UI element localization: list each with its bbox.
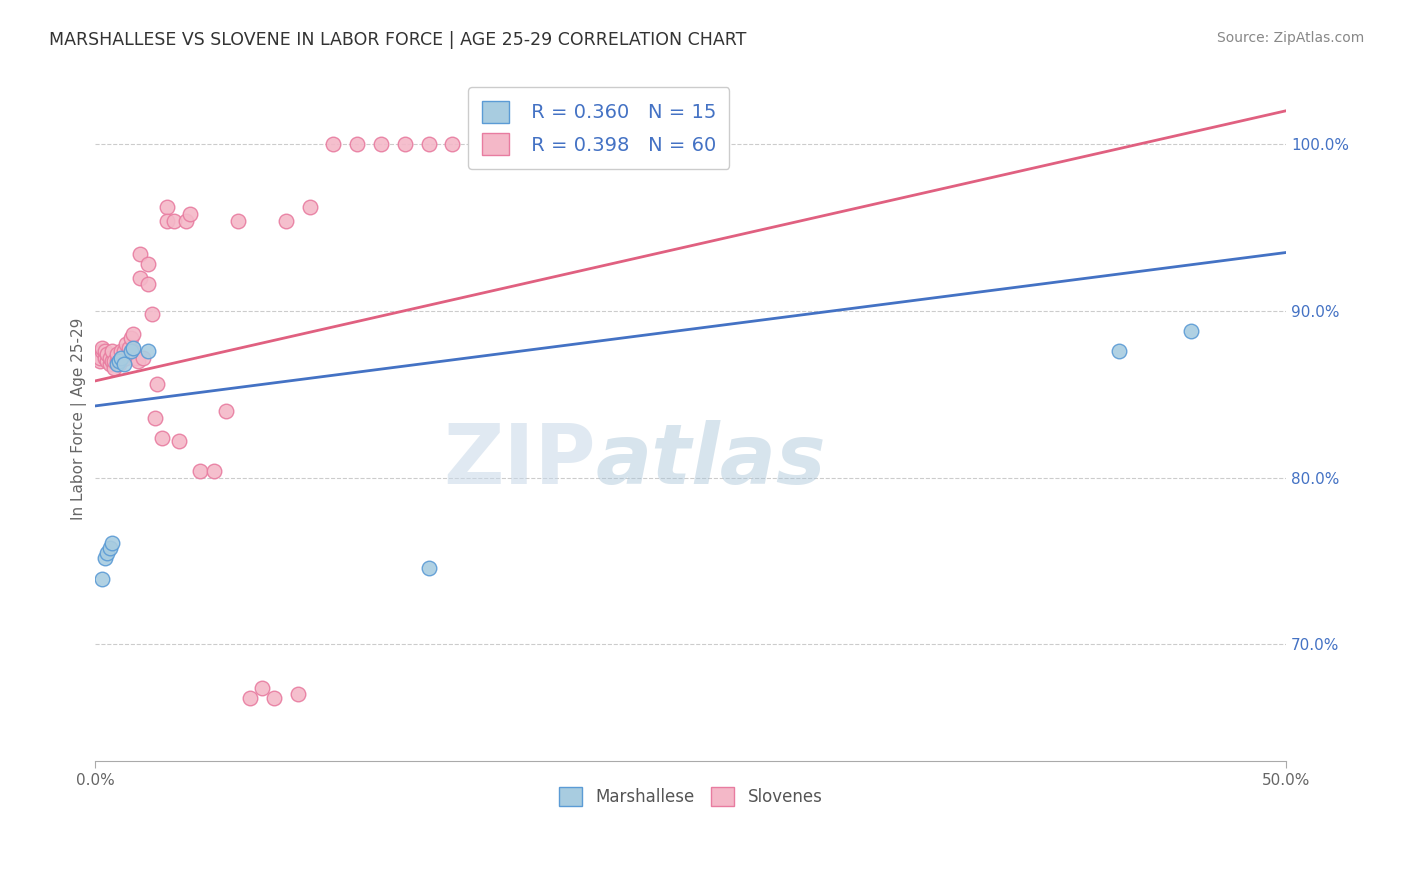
Point	[91, 572, 114, 586]
Point	[125, 351, 148, 365]
Point	[112, 357, 135, 371]
Point	[93, 550, 115, 565]
Point	[103, 360, 125, 375]
Point	[188, 464, 211, 478]
Point	[101, 535, 124, 549]
Point	[122, 327, 145, 342]
Point	[560, 137, 582, 152]
Text: Source: ZipAtlas.com: Source: ZipAtlas.com	[1216, 31, 1364, 45]
Text: MARSHALLESE VS SLOVENE IN LABOR FORCE | AGE 25-29 CORRELATION CHART: MARSHALLESE VS SLOVENE IN LABOR FORCE | …	[49, 31, 747, 49]
Point	[163, 214, 186, 228]
Point	[96, 347, 118, 361]
Text: atlas: atlas	[595, 420, 825, 500]
Point	[346, 137, 368, 152]
Point	[110, 351, 132, 365]
Point	[418, 137, 440, 152]
Point	[105, 354, 128, 368]
Point	[108, 354, 131, 368]
Point	[174, 214, 197, 228]
Point	[96, 546, 118, 560]
Point	[127, 354, 149, 368]
Point	[105, 347, 128, 361]
Point	[322, 137, 344, 152]
Point	[112, 343, 135, 358]
Point	[370, 137, 392, 152]
Point	[115, 337, 138, 351]
Point	[108, 354, 131, 368]
Point	[250, 681, 273, 695]
Point	[263, 690, 285, 705]
Point	[167, 434, 190, 448]
Point	[129, 270, 152, 285]
Point	[179, 207, 201, 221]
Point	[156, 201, 179, 215]
Point	[394, 137, 416, 152]
Point	[136, 343, 159, 358]
Point	[108, 357, 131, 371]
Point	[129, 247, 152, 261]
Point	[96, 354, 118, 368]
Point	[98, 541, 121, 555]
Point	[103, 354, 125, 368]
Point	[441, 137, 464, 152]
Point	[141, 307, 163, 321]
Point	[287, 687, 309, 701]
Point	[98, 351, 121, 365]
Point	[89, 354, 111, 368]
Point	[101, 354, 124, 368]
Point	[274, 214, 297, 228]
Point	[101, 343, 124, 358]
Y-axis label: In Labor Force | Age 25-29: In Labor Force | Age 25-29	[72, 318, 87, 520]
Point	[1180, 324, 1202, 338]
Point	[1108, 343, 1130, 358]
Point	[110, 343, 132, 358]
Point	[143, 410, 166, 425]
Point	[298, 201, 321, 215]
Point	[98, 357, 121, 371]
Point	[239, 690, 262, 705]
Point	[91, 341, 114, 355]
Text: ZIP: ZIP	[443, 420, 595, 500]
Point	[156, 214, 179, 228]
Point	[93, 351, 115, 365]
Point	[120, 343, 142, 358]
Point	[215, 404, 238, 418]
Point	[136, 257, 159, 271]
Point	[226, 214, 249, 228]
Point	[120, 330, 142, 344]
Point	[91, 343, 114, 358]
Point	[146, 377, 169, 392]
Point	[150, 431, 173, 445]
Point	[93, 343, 115, 358]
Point	[418, 560, 440, 574]
Point	[122, 343, 145, 358]
Legend: Marshallese, Slovenes: Marshallese, Slovenes	[550, 779, 831, 814]
Point	[89, 351, 111, 365]
Point	[122, 341, 145, 355]
Point	[136, 277, 159, 292]
Point	[117, 341, 139, 355]
Point	[115, 351, 138, 365]
Point	[202, 464, 225, 478]
Point	[132, 351, 155, 365]
Point	[105, 357, 128, 371]
